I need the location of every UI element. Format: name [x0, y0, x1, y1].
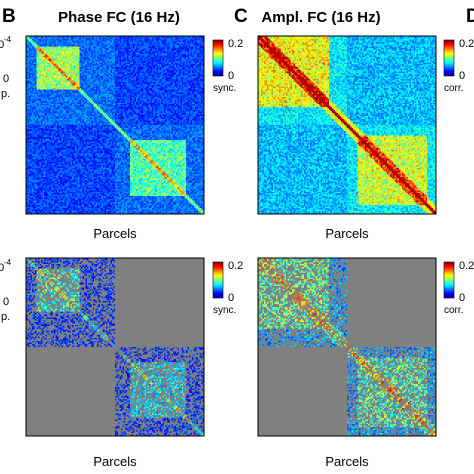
- ampl-fc-frame: [257, 35, 437, 215]
- clipped-tail-bottom: p.: [1, 311, 10, 323]
- panel-letter-c: C: [234, 6, 248, 27]
- phase-fc-title: Phase FC (16 Hz): [58, 9, 180, 26]
- ampl-fc-colorbar: 0.2 0 corr.: [443, 38, 474, 94]
- clipped-left-labels: 10 -4 0 p. 10 -4 0 p.: [0, 35, 12, 323]
- phase-fc-xlabel: Parcels: [93, 226, 137, 241]
- phase-fc-colorbar-max: 0.2: [228, 38, 243, 50]
- ampl-fc-heatmap: [257, 35, 437, 215]
- phase-fc-colorbar-unit: sync.: [213, 83, 236, 94]
- phase-fc-masked-colorbar-max: 0.2: [228, 260, 243, 272]
- clipped-tail-top: p.: [1, 88, 10, 100]
- clipped-exponent-power-bottom: -4: [4, 258, 12, 267]
- phase-fc-masked-heatmap: [25, 257, 205, 437]
- ampl-fc-masked-colorbar-unit: corr.: [444, 305, 463, 316]
- phase-fc-masked-colorbar-min: 0: [228, 292, 234, 304]
- ampl-fc-colorbar-min: 0: [459, 70, 465, 82]
- clipped-exponent-top: 10: [0, 39, 4, 51]
- ampl-fc-masked-colorbar-ramp: [443, 261, 455, 299]
- phase-fc-colorbar-min: 0: [228, 70, 234, 82]
- ampl-fc-masked-colorbar-min: 0: [459, 292, 465, 304]
- ampl-fc-colorbar-unit: corr.: [444, 83, 463, 94]
- phase-fc-masked-matrix-image: [26, 258, 204, 436]
- phase-fc-colorbar: 0.2 0 sync.: [212, 38, 243, 94]
- phase-fc-frame: [25, 35, 205, 215]
- clipped-zero-top: 0: [3, 73, 9, 85]
- ampl-fc-masked-matrix-image: [258, 258, 436, 436]
- panel-letter-b: B: [2, 6, 16, 27]
- phase-fc-masked-frame: [25, 257, 205, 437]
- clipped-exponent-bottom: 10: [0, 262, 4, 274]
- ampl-fc-title: Ampl. FC (16 Hz): [261, 9, 380, 26]
- phase-fc-masked-colorbar: 0.2 0 sync.: [212, 260, 243, 316]
- ampl-fc-matrix-image: [258, 36, 436, 214]
- clipped-zero-bottom: 0: [3, 296, 9, 308]
- ampl-fc-masked-colorbar: 0.2 0 corr.: [443, 260, 474, 316]
- ampl-fc-colorbar-ramp: [443, 39, 455, 77]
- ampl-fc-xlabel: Parcels: [325, 226, 369, 241]
- clipped-exponent-power-top: -4: [4, 35, 12, 44]
- phase-fc-masked-xlabel: Parcels: [93, 454, 137, 469]
- phase-fc-heatmap: [25, 35, 205, 215]
- phase-fc-masked-colorbar-ramp: [212, 261, 224, 299]
- phase-fc-masked-colorbar-unit: sync.: [213, 305, 236, 316]
- ampl-fc-masked-xlabel: Parcels: [325, 454, 369, 469]
- ampl-fc-masked-frame: [257, 257, 437, 437]
- phase-fc-matrix-image: [26, 36, 204, 214]
- ampl-fc-masked-colorbar-max: 0.2: [459, 260, 474, 272]
- panel-letter-d: D: [466, 6, 474, 27]
- phase-fc-colorbar-ramp: [212, 39, 224, 77]
- ampl-fc-colorbar-max: 0.2: [459, 38, 474, 50]
- ampl-fc-masked-heatmap: [257, 257, 437, 437]
